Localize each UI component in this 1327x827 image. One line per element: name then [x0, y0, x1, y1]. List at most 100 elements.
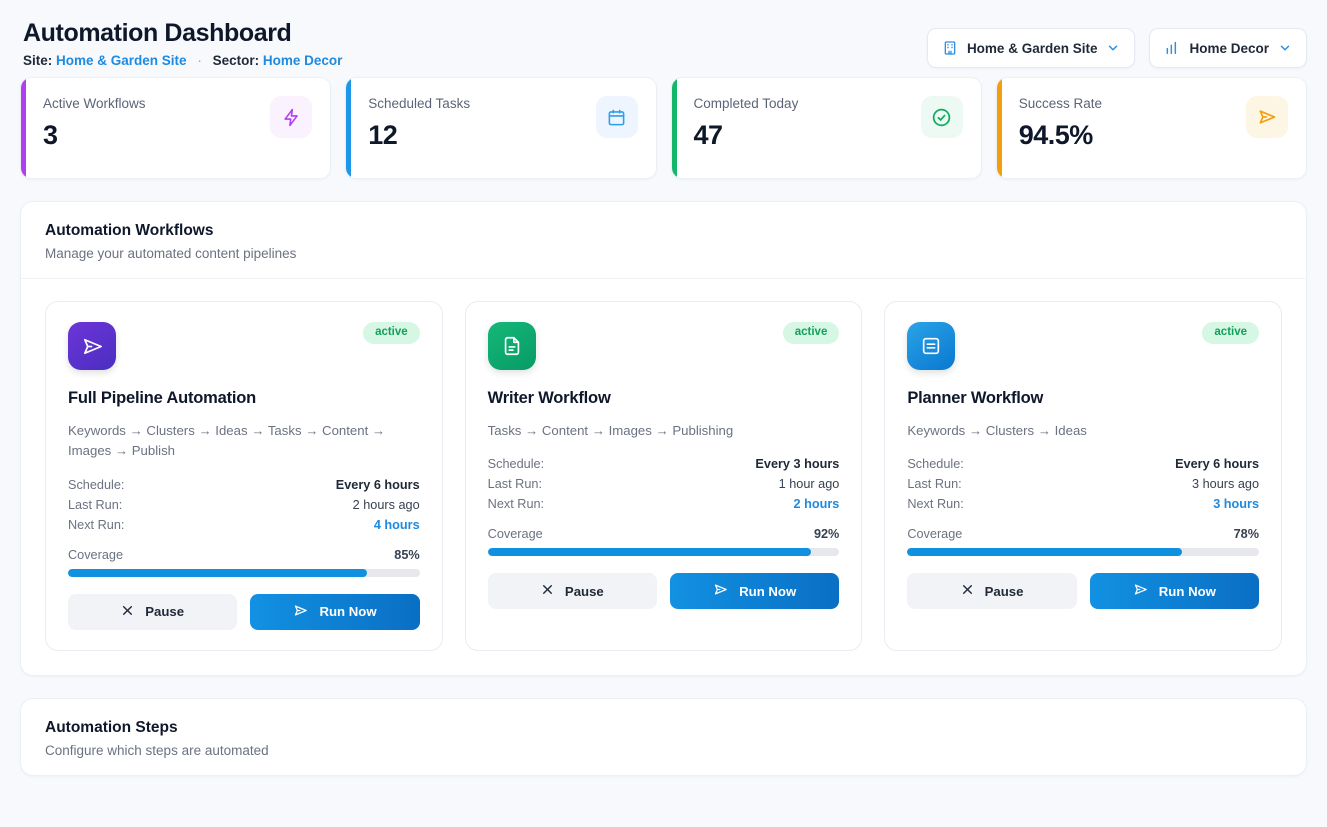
- workflow-card-full-pipeline-automation[interactable]: active Full Pipeline Automation Keywords…: [45, 301, 443, 651]
- workflow-name: Writer Workflow: [487, 389, 611, 407]
- automation-steps-panel: Automation Steps Configure which steps a…: [20, 697, 1307, 776]
- workflow-schedule-row: Schedule: Every 6 hours: [907, 454, 1259, 474]
- schedule-label: Schedule:: [907, 457, 964, 472]
- schedule-value: Every 6 hours: [335, 477, 420, 492]
- status-badge: active: [782, 322, 840, 344]
- workflow-actions: Pause Run Now: [487, 573, 840, 610]
- run-now-button-label: Run Now: [319, 604, 377, 620]
- close-x-icon: [961, 583, 974, 599]
- stat-card-completed-today: Completed Today 47: [670, 77, 982, 179]
- coverage-progress-bar: [68, 568, 420, 577]
- pause-button[interactable]: Pause: [68, 593, 238, 630]
- stat-label: Success Rate: [1018, 96, 1103, 111]
- workflow-schedule-row: Schedule: Every 6 hours: [68, 475, 420, 495]
- coverage-header: Coverage 92%: [488, 527, 840, 541]
- schedule-label: Schedule:: [487, 457, 545, 472]
- workflow-last-run-row: Last Run: 3 hours ago: [907, 474, 1259, 494]
- lightning-icon: [270, 96, 313, 138]
- stat-label: Completed Today: [693, 96, 799, 111]
- send-icon: [1133, 582, 1148, 600]
- sector-link[interactable]: Home Decor: [262, 53, 343, 68]
- workflow-last-run-row: Last Run: 2 hours ago: [68, 495, 420, 515]
- workflow-actions: Pause Run Now: [907, 573, 1260, 610]
- send-icon: [68, 322, 116, 370]
- schedule-value: Every 3 hours: [755, 457, 840, 472]
- bar-chart-icon: [1164, 40, 1180, 56]
- workflows-panel-subtitle: Manage your automated content pipelines: [45, 246, 297, 261]
- coverage-progress-bar: [907, 548, 1260, 557]
- steps-panel-header: Automation Steps Configure which steps a…: [21, 699, 1306, 775]
- last-run-label: Last Run:: [907, 477, 962, 492]
- coverage-progress-fill: [68, 568, 367, 577]
- coverage-value: 78%: [1233, 527, 1260, 542]
- send-icon: [293, 603, 308, 621]
- stat-text: Scheduled Tasks 12: [368, 96, 470, 151]
- workflow-card-top: active: [68, 322, 420, 370]
- workflow-name: Planner Workflow: [907, 389, 1044, 407]
- workflow-flow-steps: Keywords → Clusters → Ideas: [907, 423, 1087, 438]
- coverage-label: Coverage: [487, 527, 543, 542]
- stat-text: Success Rate 94.5%: [1019, 96, 1102, 151]
- workflow-card-writer-workflow[interactable]: active Writer Workflow Tasks → Content →…: [464, 301, 863, 651]
- pause-button-label: Pause: [984, 583, 1024, 599]
- status-badge: active: [363, 322, 420, 344]
- chevron-down-icon: [1278, 41, 1292, 55]
- document-icon: [487, 322, 536, 370]
- header-controls: Home & Garden Site Home Decor: [926, 18, 1307, 68]
- next-run-label: Next Run:: [487, 497, 545, 512]
- site-prefix-label: Site:: [23, 53, 53, 68]
- workflow-card-top: active: [907, 322, 1260, 370]
- stat-value: 12: [368, 120, 398, 150]
- stat-card-success-rate: Success Rate 94.5%: [995, 77, 1307, 179]
- workflow-actions: Pause Run Now: [68, 593, 420, 630]
- workflow-schedule-row: Schedule: Every 3 hours: [488, 454, 840, 474]
- sector-prefix-label: Sector:: [212, 53, 260, 68]
- pause-button-label: Pause: [145, 604, 185, 620]
- coverage-value: 85%: [394, 547, 420, 562]
- next-run-label: Next Run:: [907, 497, 964, 512]
- pause-button[interactable]: Pause: [487, 573, 658, 610]
- workflow-meta-rows: Schedule: Every 3 hours Last Run: 1 hour…: [488, 454, 840, 514]
- coverage-progress-fill: [487, 548, 812, 557]
- workflow-card-planner-workflow[interactable]: active Planner Workflow Keywords → Clust…: [884, 301, 1283, 651]
- workflow-flow-steps: Tasks → Content → Images → Publishing: [487, 423, 734, 438]
- workflow-next-run-row: Next Run: 3 hours: [907, 494, 1259, 514]
- next-run-value: 3 hours: [1213, 497, 1260, 512]
- coverage-value: 92%: [813, 527, 840, 542]
- steps-panel-subtitle: Configure which steps are automated: [45, 742, 269, 758]
- workflow-cards-grid: active Full Pipeline Automation Keywords…: [21, 279, 1306, 675]
- site-link[interactable]: Home & Garden Site: [56, 53, 187, 68]
- run-now-button-label: Run Now: [739, 583, 797, 599]
- chevron-down-icon: [1106, 41, 1120, 55]
- automation-workflows-panel: Automation Workflows Manage your automat…: [20, 201, 1307, 676]
- next-run-value: 4 hours: [373, 517, 420, 532]
- sector-selector-dropdown[interactable]: Home Decor: [1149, 28, 1307, 68]
- workflow-meta-rows: Schedule: Every 6 hours Last Run: 2 hour…: [68, 475, 420, 535]
- run-now-button[interactable]: Run Now: [250, 593, 420, 630]
- workflow-flow-steps: Keywords → Clusters → Ideas → Tasks → Co…: [68, 423, 386, 459]
- workflows-panel-header: Automation Workflows Manage your automat…: [21, 202, 1306, 279]
- workflow-meta-rows: Schedule: Every 6 hours Last Run: 3 hour…: [907, 454, 1259, 514]
- stat-card-active-workflows: Active Workflows 3: [20, 77, 332, 179]
- workflow-next-run-row: Next Run: 2 hours: [488, 494, 840, 514]
- close-x-icon: [541, 583, 554, 599]
- last-run-value: 3 hours ago: [1192, 477, 1260, 492]
- calendar-icon: [595, 96, 638, 138]
- pause-button[interactable]: Pause: [907, 573, 1077, 610]
- stat-value: 94.5%: [1018, 120, 1094, 150]
- workflow-name: Full Pipeline Automation: [68, 389, 257, 407]
- site-selector-dropdown[interactable]: Home & Garden Site: [926, 28, 1136, 68]
- run-now-button[interactable]: Run Now: [670, 573, 840, 610]
- site-selector-label: Home & Garden Site: [966, 40, 1098, 56]
- send-icon: [1246, 96, 1288, 138]
- coverage-label: Coverage: [907, 527, 963, 542]
- breadcrumb: Site: Home & Garden Site · Sector: Home …: [23, 53, 342, 68]
- stat-text: Completed Today 47: [694, 96, 799, 151]
- list-panel-icon: [907, 322, 956, 370]
- last-run-value: 1 hour ago: [778, 477, 840, 492]
- workflow-next-run-row: Next Run: 4 hours: [68, 515, 420, 535]
- header-left: Automation Dashboard Site: Home & Garden…: [20, 18, 342, 68]
- run-now-button[interactable]: Run Now: [1089, 573, 1260, 610]
- pause-button-label: Pause: [564, 583, 604, 599]
